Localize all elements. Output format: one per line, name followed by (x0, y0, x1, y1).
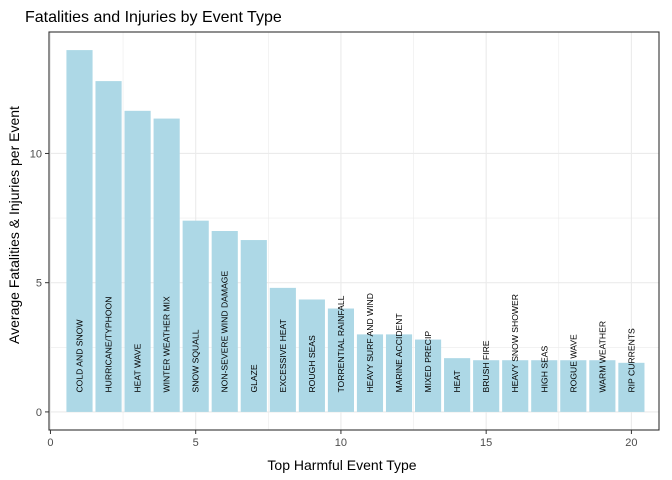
bar-label: ROUGH SEAS (307, 335, 317, 393)
bar (240, 240, 267, 412)
y-axis-title: Average Fatalities & Injuries per Event (6, 106, 22, 344)
bar (473, 360, 500, 412)
bar (531, 360, 558, 412)
chart-title: Fatalities and Injuries by Event Type (25, 9, 282, 26)
bar (211, 231, 238, 412)
bar (95, 81, 122, 412)
bar-label: WINTER WEATHER MIX (162, 296, 172, 393)
x-tick-label: 10 (335, 437, 347, 449)
bar (182, 220, 209, 412)
x-tick-label: 15 (480, 437, 492, 449)
y-tick-label: 10 (30, 148, 42, 160)
bar-label: WARM WEATHER (597, 321, 607, 393)
x-tick-label: 5 (193, 437, 199, 449)
bar-label: NON-SEVERE WIND DAMAGE (220, 271, 230, 393)
bar-label: COLD AND SNOW (75, 319, 85, 393)
bar-label: HEAT (452, 369, 462, 392)
bar-label: HEAT WAVE (133, 343, 143, 392)
bar-label: MARINE ACCIDENT (394, 313, 404, 393)
bar (502, 360, 529, 412)
y-tick-label: 5 (36, 278, 42, 290)
bar-label: MIXED PRECIP (423, 331, 433, 393)
bar (444, 358, 471, 412)
bar-label: HEAVY SURF AND WIND (365, 293, 375, 392)
bar (618, 362, 645, 412)
bar (327, 308, 354, 412)
bar-label: BRUSH FIRE (481, 340, 491, 392)
bar-label: SNOW SQUALL (191, 329, 201, 392)
bar (589, 360, 616, 412)
y-tick-label: 0 (36, 407, 42, 419)
bar-label: HEAVY SNOW SHOWER (510, 294, 520, 393)
bar-label: GLAZE (249, 364, 259, 392)
bar-label: TORRENTIAL RAINFALL (336, 295, 346, 392)
bar (124, 110, 151, 412)
bar (269, 287, 296, 412)
ticks-layer: 0 5 10 15 20 0 5 10 (30, 148, 638, 449)
bar (415, 339, 442, 412)
bar (153, 118, 180, 412)
bar-label: ROGUE WAVE (568, 334, 578, 393)
bar (66, 50, 93, 412)
bar (356, 334, 384, 412)
bar-label: HIGH SEAS (539, 345, 549, 392)
x-tick-label: 0 (47, 437, 53, 449)
bar-label: EXCESSIVE HEAT (278, 318, 288, 392)
x-axis-title: Top Harmful Event Type (267, 457, 416, 473)
bar (298, 299, 325, 412)
bar (385, 334, 413, 412)
bar-label: RIP CURRENTS (626, 328, 636, 393)
bar (560, 360, 587, 412)
panel-border (48, 31, 660, 431)
bars-layer (66, 50, 645, 412)
bar-labels-layer: COLD AND SNOW HURRICANE/TYPHOON HEAT WAVE W… (75, 271, 637, 393)
x-tick-label: 20 (625, 437, 637, 449)
bar-label: HURRICANE/TYPHOON (104, 297, 114, 393)
